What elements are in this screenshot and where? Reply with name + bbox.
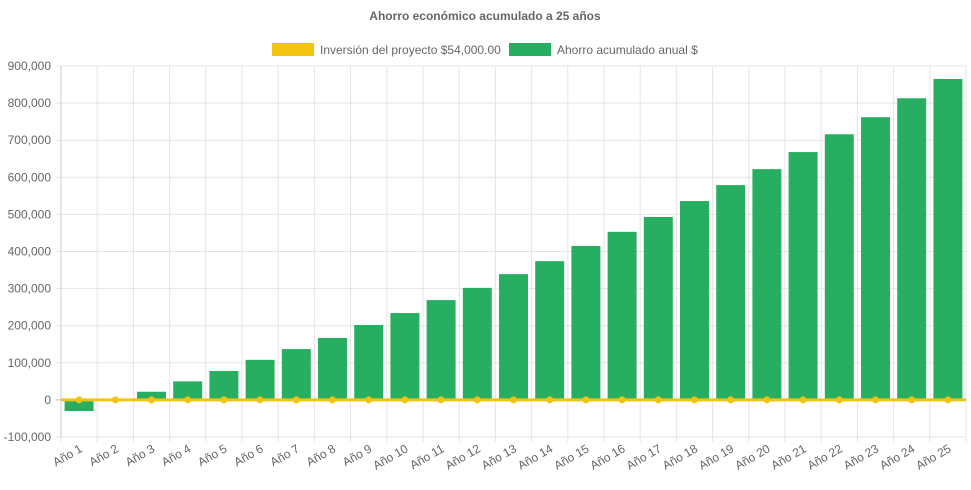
investment-point xyxy=(75,396,83,404)
investment-point xyxy=(184,396,192,404)
y-tick-label: 100,000 xyxy=(8,356,52,370)
legend: Inversión del proyecto $54,000.00 Ahorro… xyxy=(272,43,698,57)
investment-point xyxy=(582,396,590,404)
x-tick-label: Año 7 xyxy=(268,441,302,469)
investment-point xyxy=(401,396,409,404)
x-tick-label: Año 22 xyxy=(805,441,845,472)
x-tick-label: Año 3 xyxy=(123,441,157,469)
legend-label-savings: Ahorro acumulado anual $ xyxy=(557,43,698,57)
grid xyxy=(56,65,967,442)
bar xyxy=(64,399,94,412)
x-tick-label: Año 4 xyxy=(159,441,193,469)
bar xyxy=(607,231,637,400)
line-series xyxy=(61,396,966,404)
investment-point xyxy=(835,396,843,404)
investment-point xyxy=(618,396,626,404)
bar xyxy=(354,324,384,400)
bar xyxy=(824,134,854,400)
bar xyxy=(426,300,456,400)
x-tick-label: Año 20 xyxy=(732,441,772,472)
bar xyxy=(535,261,565,400)
investment-point xyxy=(365,396,373,404)
investment-point xyxy=(799,396,807,404)
bar xyxy=(571,245,601,400)
investment-point xyxy=(546,396,554,404)
bar xyxy=(861,117,890,400)
y-tick-label: 0 xyxy=(44,393,51,407)
x-tick-label: Año 5 xyxy=(195,441,229,469)
bar xyxy=(788,152,818,400)
bar xyxy=(209,370,239,400)
bar xyxy=(173,381,203,400)
investment-point xyxy=(908,396,916,404)
investment-point xyxy=(329,396,336,404)
bar xyxy=(245,359,275,400)
y-tick-label: 500,000 xyxy=(8,207,52,221)
bar xyxy=(462,287,492,400)
x-tick-label: Año 21 xyxy=(769,441,809,472)
bar xyxy=(897,98,927,400)
x-tick-label: Año 9 xyxy=(340,441,374,469)
x-tick-label: Año 1 xyxy=(50,441,84,469)
y-tick-label: 400,000 xyxy=(8,245,52,259)
investment-point xyxy=(691,396,698,404)
y-tick-label: -100,000 xyxy=(4,430,52,444)
x-tick-label: Año 12 xyxy=(443,441,483,472)
y-axis: -100,000 0 100,000 200,000 300,000 400,000 500… xyxy=(4,59,52,444)
y-tick-label: 700,000 xyxy=(8,133,52,147)
bars xyxy=(64,78,963,412)
investment-point xyxy=(473,396,481,404)
x-tick-label: Año 8 xyxy=(304,441,338,469)
y-tick-label: 900,000 xyxy=(8,59,52,73)
x-tick-label: Año 14 xyxy=(515,441,555,472)
x-tick-label: Año 15 xyxy=(551,441,591,472)
investment-point xyxy=(510,396,517,404)
legend-label-investment: Inversión del proyecto $54,000.00 xyxy=(320,43,501,57)
investment-point xyxy=(872,396,879,404)
x-tick-label: Año 23 xyxy=(841,441,881,472)
investment-point xyxy=(256,396,264,404)
x-tick-label: Año 11 xyxy=(407,441,446,472)
legend-item-investment[interactable]: Inversión del proyecto $54,000.00 xyxy=(272,43,501,57)
y-tick-label: 800,000 xyxy=(8,96,52,110)
x-tick-label: Año 18 xyxy=(660,441,700,472)
bar xyxy=(933,78,963,400)
investment-point xyxy=(220,396,228,404)
bar xyxy=(499,274,528,400)
bar xyxy=(680,201,709,400)
x-tick-label: Año 13 xyxy=(479,441,519,472)
x-axis: Año 1 Año 2 Año 3 Año 4 Año 5 Año 6 Año 7 Año 8… xyxy=(50,441,953,472)
investment-point xyxy=(111,396,119,404)
bar xyxy=(390,313,420,400)
bar xyxy=(137,391,166,400)
x-tick-label: Año 2 xyxy=(87,441,121,469)
investment-point xyxy=(437,396,445,404)
bar xyxy=(716,185,746,400)
investment-point xyxy=(292,396,300,404)
x-tick-label: Año 24 xyxy=(877,441,917,472)
x-tick-label: Año 17 xyxy=(624,441,664,472)
bar xyxy=(281,349,311,400)
y-tick-label: 200,000 xyxy=(8,319,52,333)
x-tick-label: Año 25 xyxy=(913,441,953,472)
investment-point xyxy=(727,396,735,404)
bar xyxy=(318,337,347,400)
legend-swatch-savings xyxy=(509,43,551,56)
chart-title: Ahorro económico acumulado a 25 años xyxy=(369,9,601,23)
investment-point xyxy=(944,396,952,404)
investment-point xyxy=(763,396,771,404)
x-tick-label: Año 6 xyxy=(231,441,265,469)
legend-item-savings[interactable]: Ahorro acumulado anual $ xyxy=(509,43,698,57)
x-tick-label: Año 10 xyxy=(370,441,410,472)
investment-point xyxy=(148,396,155,404)
y-tick-label: 300,000 xyxy=(8,282,52,296)
legend-swatch-investment xyxy=(272,43,314,56)
investment-point xyxy=(654,396,662,404)
bar xyxy=(752,169,782,400)
bar xyxy=(643,216,673,400)
x-tick-label: Año 16 xyxy=(588,441,628,472)
x-tick-label: Año 19 xyxy=(696,441,736,472)
y-tick-label: 600,000 xyxy=(8,170,52,184)
